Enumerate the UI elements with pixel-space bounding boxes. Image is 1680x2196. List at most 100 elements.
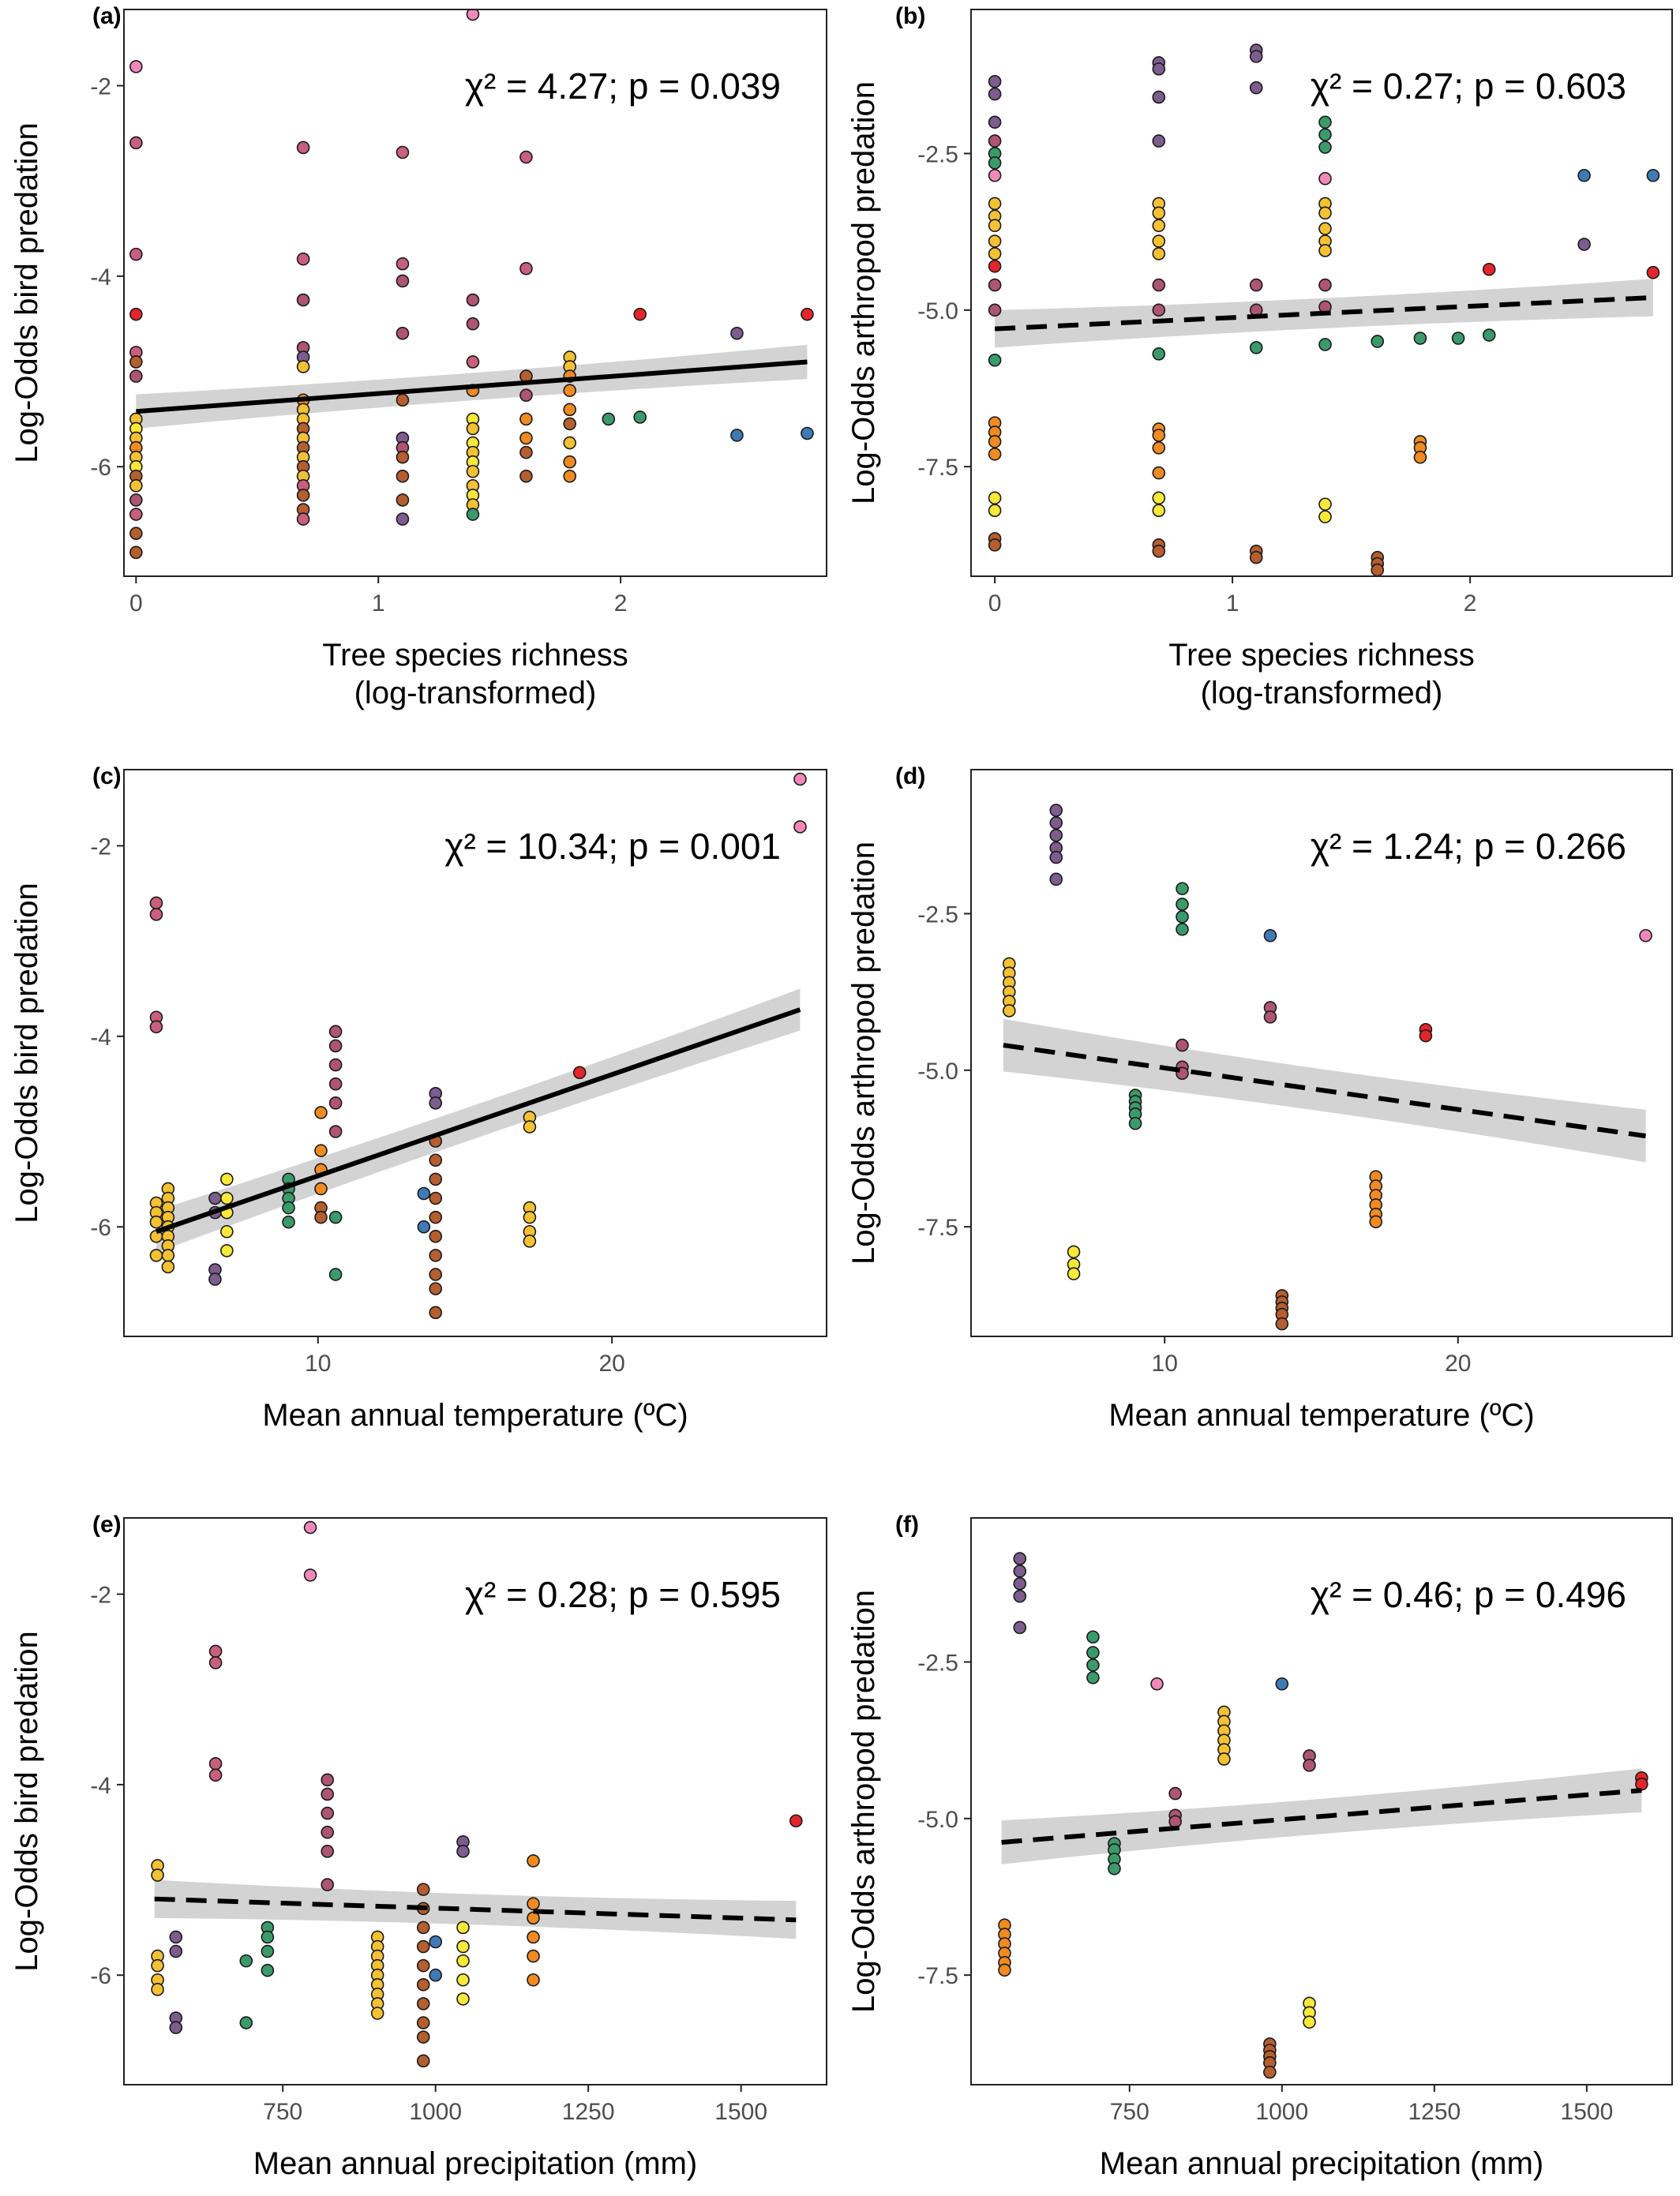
data-point [208,1757,223,1771]
data-point [220,1244,234,1257]
data-point [801,426,814,440]
data-point [1249,341,1263,354]
data-point [417,1220,431,1234]
data-point [314,1210,328,1224]
data-point [466,317,480,331]
data-point [988,278,1002,292]
data-point [328,1268,343,1281]
y-tick-label: -2 [90,1583,111,1609]
data-point [1086,1671,1100,1684]
y-tick-label: -7.5 [917,1215,958,1241]
data-point [208,1191,222,1205]
data-point [1176,882,1189,896]
data-point [151,1868,164,1882]
data-point [456,1973,470,1987]
panel-tag: (c) [92,763,122,789]
data-point [1108,1861,1121,1876]
data-point [519,412,533,426]
panel-f: 750 1000 1250 1500 -7.5 -5.0 -2.5 (f) χ² = 0.46;… [846,1512,1673,2181]
data-point [988,74,1002,88]
data-point [988,435,1002,448]
data-point [151,1983,164,1996]
data-point [161,1249,175,1262]
data-point [149,908,163,921]
data-point [220,1191,234,1205]
x-tick-label: 1250 [562,2099,615,2125]
data-point [1152,347,1166,361]
data-point [1419,1029,1433,1043]
data-point [1067,1267,1081,1280]
data-point [1013,1552,1027,1565]
regression-line [1001,1788,1642,1845]
data-point [296,512,310,526]
data-point [416,2054,430,2068]
data-point [1013,1577,1027,1591]
x-tick-label: 20 [1445,1351,1471,1377]
data-point [396,493,410,507]
x-tick-label: 1000 [409,2099,462,2125]
data-point [429,1968,442,1982]
data-point [429,1210,443,1224]
regression-line [155,1007,801,1235]
data-point [1152,544,1166,558]
x-tick-label: 750 [263,2099,302,2125]
data-point [998,1963,1011,1977]
data-point [527,1949,540,1963]
data-point [1152,206,1166,220]
data-point [1176,923,1189,936]
data-point [1413,450,1427,464]
data-point [988,447,1002,461]
x-axis-label: Mean annual precipitation (mm) [253,2146,697,2181]
data-point [129,527,143,540]
x-tick-label: 750 [1110,2099,1149,2125]
plot-area [149,772,807,1320]
data-point [129,136,143,150]
data-point [328,1096,343,1110]
data-point [1249,81,1263,95]
data-point [1318,244,1332,257]
data-point [1152,441,1166,455]
data-point [1249,278,1263,292]
x-axis-label: (log-transformed) [354,676,597,710]
plot-frame [123,1517,827,2085]
data-point [1303,2015,1316,2029]
data-point [456,1921,470,1935]
data-point [328,1077,343,1091]
data-point [1168,1786,1182,1801]
x-tick-label: 1 [1226,590,1239,616]
plot-area [998,1552,1648,2079]
data-point [1013,1565,1027,1578]
data-point [296,360,310,373]
plot-area [988,43,1660,576]
data-point [416,1939,430,1954]
data-point [1318,128,1332,141]
data-point [466,464,480,478]
data-point [519,261,533,275]
data-point [429,1282,443,1295]
data-point [1049,872,1063,886]
data-point [1482,328,1496,342]
data-point [1176,1038,1189,1052]
y-tick-label: -5.0 [917,1807,958,1833]
data-point [988,87,1002,101]
data-point [523,1120,537,1134]
y-tick-label: -6 [90,1215,111,1241]
data-point [793,820,807,834]
y-tick-label: -6 [90,1963,111,1989]
data-point [527,1897,540,1911]
data-point [519,431,533,445]
data-point [1049,850,1063,864]
x-tick-label: 10 [1152,1351,1178,1377]
data-point [129,369,143,383]
y-axis-label: Log-Odds arthropod predation [846,81,881,504]
data-point [1086,1658,1100,1672]
panel-tag: (e) [92,1512,122,1538]
data-point [1067,1245,1081,1259]
data-point [328,1125,343,1138]
data-point [417,1186,431,1201]
data-point [730,326,744,340]
data-point [519,445,533,459]
data-point [988,219,1002,233]
x-axis-label: (log-transformed) [1201,676,1443,710]
data-point [396,512,410,526]
